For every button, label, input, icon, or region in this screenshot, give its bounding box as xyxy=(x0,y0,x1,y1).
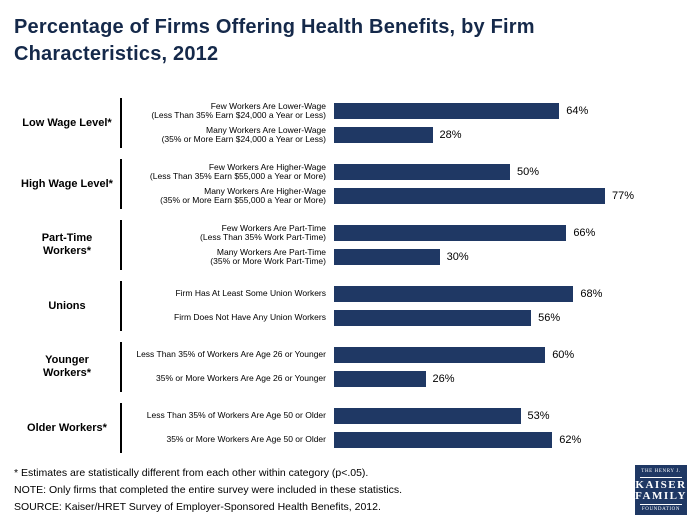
footnote-note: NOTE: Only firms that completed the enti… xyxy=(14,484,403,496)
bar-label: 35% or More Workers Are Age 50 or Older xyxy=(166,434,326,445)
logo-name-kaiser: KAISER xyxy=(635,479,687,491)
bar-area: 30% xyxy=(334,245,469,269)
group-rows: Less Than 35% of Workers Are Age 50 or O… xyxy=(120,403,581,453)
category-label: High Wage Level* xyxy=(21,177,113,190)
group-rows: Few Workers Are Higher-Wage (Less Than 3… xyxy=(120,159,634,209)
bar-row: Less Than 35% of Workers Are Age 26 or Y… xyxy=(122,343,574,367)
bar xyxy=(334,127,433,143)
bar-row: Few Workers Are Lower-Wage (Less Than 35… xyxy=(122,99,588,123)
bar-label: Few Workers Are Higher-Wage (Less Than 3… xyxy=(149,161,326,181)
bar xyxy=(334,225,567,241)
bar xyxy=(334,371,426,387)
bar-label: Firm Does Not Have Any Union Workers xyxy=(174,312,326,323)
footnote-source: SOURCE: Kaiser/HRET Survey of Employer-S… xyxy=(14,501,381,513)
bar-label: Less Than 35% of Workers Are Age 50 or O… xyxy=(146,410,326,421)
bar-row: 35% or More Workers Are Age 26 or Younge… xyxy=(122,367,574,391)
bar-value-label: 62% xyxy=(559,434,582,446)
group-rows: Less Than 35% of Workers Are Age 26 or Y… xyxy=(120,342,574,392)
chart-group-part-time: Part-Time Workers* Few Workers Are Part-… xyxy=(14,220,697,270)
bar-value-label: 28% xyxy=(439,129,462,141)
logo-name-family: FAMILY xyxy=(635,490,687,502)
bar-value-label: 53% xyxy=(527,410,550,422)
bar xyxy=(334,249,440,265)
bar-label: 35% or More Workers Are Age 26 or Younge… xyxy=(156,373,326,384)
bar-area: 64% xyxy=(334,99,588,123)
bar-chart: Low Wage Level* Few Workers Are Lower-Wa… xyxy=(14,98,697,453)
bar-row: Few Workers Are Part-Time (Less Than 35%… xyxy=(122,221,595,245)
bar-label: Many Workers Are Part-Time (35% or More … xyxy=(210,246,326,266)
chart-group-younger: Younger Workers* Less Than 35% of Worker… xyxy=(14,342,697,392)
bar-value-label: 50% xyxy=(517,166,540,178)
bar-value-label: 30% xyxy=(446,251,469,263)
chart-group-unions: Unions Firm Has At Least Some Union Work… xyxy=(14,281,697,331)
bar-row: Firm Has At Least Some Union Workers 68% xyxy=(122,282,602,306)
bar-value-label: 60% xyxy=(552,349,575,361)
bar xyxy=(334,310,532,326)
footnotes: * Estimates are statistically different … xyxy=(14,465,697,516)
chart-group-high-wage: High Wage Level* Few Workers Are Higher-… xyxy=(14,159,697,209)
bar-label: Few Workers Are Lower-Wage (Less Than 35… xyxy=(151,100,326,120)
logo-rule xyxy=(640,504,682,505)
bar-area: 53% xyxy=(334,404,550,428)
bar-area: 62% xyxy=(334,428,581,452)
footnote-asterisk: * Estimates are statistically different … xyxy=(14,467,369,479)
category-label: Older Workers* xyxy=(27,421,107,434)
bar xyxy=(334,164,510,180)
bar-area: 50% xyxy=(334,160,539,184)
bar-area: 28% xyxy=(334,123,462,147)
bar-value-label: 66% xyxy=(573,227,596,239)
category-label: Part-Time Workers* xyxy=(41,232,93,257)
bar xyxy=(334,103,560,119)
bar-row: Many Workers Are Lower-Wage (35% or More… xyxy=(122,123,588,147)
bar-row: Many Workers Are Higher-Wage (35% or Mor… xyxy=(122,184,634,208)
logo-rule xyxy=(640,477,682,478)
chart-group-older: Older Workers* Less Than 35% of Workers … xyxy=(14,403,697,453)
kaiser-family-foundation-logo: THE HENRY J. KAISER FAMILY FOUNDATION xyxy=(635,465,687,515)
bar-area: 26% xyxy=(334,367,455,391)
page-title-line-1: Percentage of Firms Offering Health Bene… xyxy=(14,16,535,38)
group-rows: Few Workers Are Part-Time (Less Than 35%… xyxy=(120,220,595,270)
bar-area: 60% xyxy=(334,343,574,367)
bar-value-label: 26% xyxy=(432,373,455,385)
bar-row: Few Workers Are Higher-Wage (Less Than 3… xyxy=(122,160,634,184)
bar-row: 35% or More Workers Are Age 50 or Older … xyxy=(122,428,581,452)
bar xyxy=(334,188,606,204)
bar-row: Many Workers Are Part-Time (35% or More … xyxy=(122,245,595,269)
bar-area: 77% xyxy=(334,184,634,208)
page-title: Percentage of Firms Offering Health Bene… xyxy=(14,14,697,68)
bar-value-label: 56% xyxy=(538,312,561,324)
bar xyxy=(334,408,521,424)
category-label: Low Wage Level* xyxy=(22,116,112,129)
bar-value-label: 68% xyxy=(580,288,603,300)
bar-row: Firm Does Not Have Any Union Workers 56% xyxy=(122,306,602,330)
bar-label: Many Workers Are Lower-Wage (35% or More… xyxy=(161,124,326,144)
chart-group-low-wage: Low Wage Level* Few Workers Are Lower-Wa… xyxy=(14,98,697,148)
bar xyxy=(334,432,553,448)
bar-label: Few Workers Are Part-Time (Less Than 35%… xyxy=(200,222,326,242)
group-rows: Firm Has At Least Some Union Workers 68%… xyxy=(120,281,602,331)
category-label: Younger Workers* xyxy=(42,354,92,379)
logo-line-top: THE HENRY J. xyxy=(641,469,681,474)
page-title-line-2: Characteristics, 2012 xyxy=(14,43,219,65)
bar-label: Less Than 35% of Workers Are Age 26 or Y… xyxy=(136,349,326,360)
bar-row: Less Than 35% of Workers Are Age 50 or O… xyxy=(122,404,581,428)
bar-area: 66% xyxy=(334,221,595,245)
bar xyxy=(334,347,546,363)
bar-area: 56% xyxy=(334,306,560,330)
bar-value-label: 77% xyxy=(612,190,635,202)
bar xyxy=(334,286,574,302)
bar-label: Firm Has At Least Some Union Workers xyxy=(175,288,326,299)
category-label: Unions xyxy=(48,299,86,312)
logo-line-bottom: FOUNDATION xyxy=(641,507,681,512)
bar-area: 68% xyxy=(334,282,602,306)
bar-value-label: 64% xyxy=(566,105,589,117)
group-rows: Few Workers Are Lower-Wage (Less Than 35… xyxy=(120,98,588,148)
bar-label: Many Workers Are Higher-Wage (35% or Mor… xyxy=(160,185,326,205)
